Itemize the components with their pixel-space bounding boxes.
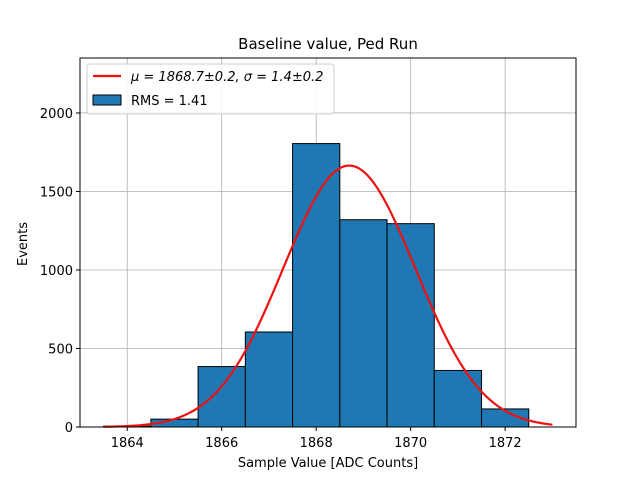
legend-box [86,63,335,115]
histogram-bars [103,143,530,428]
y-tick-label: 1500 [40,185,73,200]
x-axis-ticks: 1864 1866 1868 1870 1872 [111,427,522,451]
legend-fit-sigma: σ = 1.4±0.2 [244,70,324,85]
x-tick-label: 1866 [205,436,238,451]
y-tick-label: 500 [48,342,73,357]
fit-curve [103,164,553,428]
x-axis-label: Sample Value [ADC Counts] [238,456,418,471]
y-tick-label: 1000 [40,264,73,279]
legend-fit-label: μ = 1868.7±0.2, σ = 1.4±0.2 [130,70,323,85]
chart-title: Baseline value, Ped Run [238,35,418,53]
histogram-bar [244,331,294,428]
x-tick-label: 1868 [300,436,333,451]
histogram-bar [386,223,435,428]
histogram-bar [339,219,388,428]
y-tick-label: 2000 [40,107,73,122]
legend-hist-swatch [92,94,122,106]
y-tick-label: 0 [65,421,73,436]
histogram-bar [292,143,341,428]
legend-hist-label: RMS = 1.41 [131,94,208,109]
legend: μ = 1868.7±0.2, σ = 1.4±0.2 RMS = 1.41 [86,63,335,115]
x-tick-label: 1864 [111,436,144,451]
gaussian-fit [103,164,553,428]
y-axis-label: Events [16,222,31,266]
histogram-bar [197,366,246,428]
x-tick-label: 1872 [489,436,522,451]
x-tick-label: 1870 [394,436,427,451]
legend-fit-mu: μ = 1868.7±0.2, [130,70,244,85]
y-axis-ticks: 0 500 1000 1500 2000 [40,107,80,436]
histogram-bar [433,369,483,428]
plot-frame [79,57,577,428]
